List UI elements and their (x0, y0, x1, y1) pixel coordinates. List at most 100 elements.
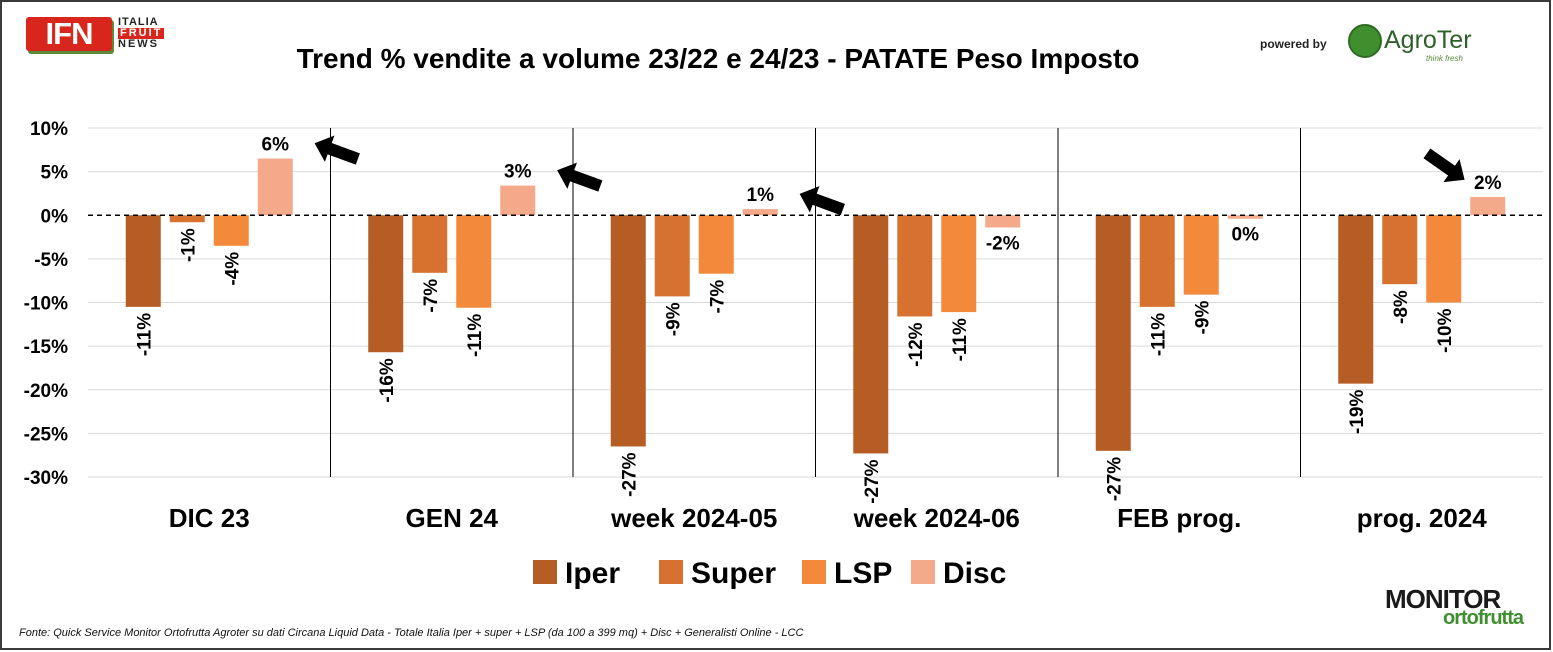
bar-disc (500, 185, 536, 216)
bar-disc (1227, 215, 1263, 219)
data-label: -7% (707, 280, 728, 314)
data-label: -7% (421, 279, 442, 313)
y-tick-label: -15% (24, 337, 68, 358)
legend-swatch-super (659, 560, 683, 584)
category-label: week 2024-05 (610, 503, 777, 533)
data-label: -12% (906, 322, 927, 366)
y-axis-ticks: 10% 5% 0% -5% -10% -15% -20% -25% -30% (24, 119, 68, 489)
data-label: -11% (465, 314, 486, 357)
y-tick-label: 5% (41, 163, 69, 184)
category-label: GEN 24 (406, 503, 499, 533)
bar-lsp (1183, 215, 1219, 295)
bar-disc (257, 158, 293, 216)
callout-arrows (314, 135, 1465, 216)
legend-label-lsp: LSP (834, 557, 892, 590)
data-label: 0% (1232, 225, 1260, 246)
ifn-logo-line-3: NEWS (118, 38, 159, 50)
ifn-logo-side: ITALIA FRUIT NEWS (118, 16, 165, 50)
bar-lsp (213, 215, 249, 246)
legend-label-disc: Disc (943, 557, 1006, 590)
y-tick-label: 0% (41, 206, 69, 227)
legend-label-iper: Iper (565, 557, 620, 590)
category-label: FEB prog. (1117, 503, 1241, 533)
bar-disc (1470, 196, 1506, 216)
bar-lsp (698, 215, 734, 274)
arrow-icon (1423, 148, 1465, 183)
category-label: DIC 23 (169, 503, 250, 533)
data-label: -8% (1391, 290, 1412, 324)
bar-lsp (1426, 215, 1462, 303)
legend-swatch-iper (533, 560, 557, 584)
bar-iper (368, 215, 404, 353)
bar-super (897, 215, 933, 317)
x-axis-categories: DIC 23 GEN 24 week 2024-05 week 2024-06 FEB … (169, 503, 1488, 533)
monitor-ortofrutta-logo: MONITOR ortofrutta (1385, 584, 1545, 634)
ifn-logo: IFN ITALIA FRUIT NEWS (26, 17, 171, 57)
data-label: 1% (747, 185, 775, 206)
y-tick-label: -5% (34, 250, 68, 271)
data-label: -4% (222, 252, 243, 286)
bar-iper (853, 215, 889, 454)
legend-swatch-lsp (802, 560, 826, 584)
data-label: -2% (986, 233, 1020, 254)
y-tick-label: -20% (24, 381, 68, 402)
monitor-logo-top: MONITOR (1385, 584, 1501, 614)
arrow-icon (314, 135, 360, 165)
bar-iper (125, 215, 161, 307)
data-label: -11% (1148, 313, 1169, 356)
data-label: 6% (262, 135, 290, 156)
bar-iper (1095, 215, 1131, 451)
agroter-tree-icon (1348, 24, 1382, 58)
legend-swatch-disc (911, 560, 935, 584)
data-label: -10% (1435, 308, 1456, 352)
data-label: -9% (663, 302, 684, 336)
bar-disc (985, 215, 1021, 228)
bar-lsp (941, 215, 977, 313)
category-separators (330, 128, 1301, 477)
chart-title: Trend % vendite a volume 23/22 e 24/23 -… (297, 43, 1140, 74)
bar-lsp (456, 215, 492, 308)
bar-disc (742, 209, 778, 216)
legend-label-super: Super (691, 557, 776, 590)
arrow-icon (799, 186, 845, 216)
ifn-logo-mark: IFN (26, 17, 112, 51)
powered-by-label: powered by (1260, 37, 1327, 51)
agroter-name: AgroTer (1384, 26, 1472, 54)
y-tick-label: -30% (24, 468, 68, 489)
data-label: -9% (1192, 301, 1213, 335)
data-label: -1% (178, 228, 199, 262)
bar-iper (610, 215, 646, 447)
category-label: prog. 2024 (1357, 503, 1488, 533)
ifn-logo-line-1: ITALIA (118, 16, 159, 28)
data-label: -27% (862, 459, 883, 503)
data-label: -19% (1347, 390, 1368, 434)
y-tick-label: 10% (30, 119, 68, 140)
data-label: -27% (619, 452, 640, 496)
y-tick-label: -25% (24, 424, 68, 445)
data-labels: -11% -1% -4% 6% -16% -7% -11% 3% -27% -9% -7% 1% -27… (134, 135, 1501, 504)
bar-super (1139, 215, 1175, 307)
agroter-logo: AgroTer think fresh (1348, 24, 1488, 64)
bar-super (169, 215, 205, 223)
ifn-logo-line-2: FRUIT (118, 27, 165, 39)
bar-super (412, 215, 448, 273)
data-label: 2% (1474, 173, 1502, 194)
data-label: -11% (134, 313, 155, 356)
bar-iper (1338, 215, 1374, 384)
data-label: -11% (950, 318, 971, 361)
bar-super (1382, 215, 1418, 285)
data-label: 3% (504, 162, 532, 183)
y-tick-label: -10% (24, 294, 68, 315)
data-label: -16% (377, 358, 398, 402)
data-label: -27% (1104, 457, 1125, 501)
source-note: Fonte: Quick Service Monitor Ortofrutta … (19, 627, 804, 639)
monitor-logo-bottom: ortofrutta (1443, 607, 1524, 629)
arrow-icon (557, 162, 603, 192)
bar-super (654, 215, 690, 297)
category-label: week 2024-06 (853, 503, 1020, 533)
legend: Iper Super LSP Disc (533, 557, 1006, 590)
bars (125, 158, 1506, 454)
agroter-tagline: think fresh (1426, 54, 1463, 63)
